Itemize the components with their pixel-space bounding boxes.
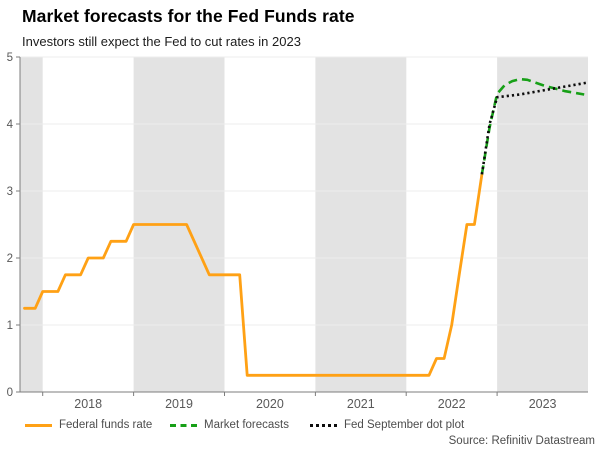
legend-item-fed-september-dot-plot: Fed September dot plot xyxy=(310,417,464,433)
x-tick-label: 2023 xyxy=(529,397,557,411)
year-shading-band xyxy=(315,57,407,392)
legend-label: Federal funds rate xyxy=(59,419,153,431)
legend-item-federal-funds-rate: Federal funds rate xyxy=(25,417,152,433)
year-shading-band xyxy=(497,57,588,392)
chart-title: Market forecasts for the Fed Funds rate xyxy=(22,6,355,26)
series-line-fed-september-dot-plot xyxy=(480,81,589,175)
x-tick-label: 2020 xyxy=(256,397,284,411)
series-line-market-forecasts xyxy=(480,77,585,175)
legend-item-market-forecasts: Market forecasts xyxy=(170,417,289,433)
y-tick-label: 4 xyxy=(7,119,14,131)
federal-funds-rate-line-swatch-icon xyxy=(25,423,52,427)
y-tick-label: 3 xyxy=(7,186,13,198)
series-line-federal-funds-rate xyxy=(23,172,484,377)
source-credit: Source: Refinitiv Datastream xyxy=(448,435,595,447)
chart-subtitle: Investors still expect the Fed to cut ra… xyxy=(22,34,301,49)
x-tick-label: 2021 xyxy=(347,397,375,411)
y-tick-label: 2 xyxy=(7,253,13,265)
year-shading-band xyxy=(20,57,43,392)
market-forecasts-line-swatch-icon xyxy=(170,423,197,427)
legend: Federal funds rate Market forecasts Fed … xyxy=(0,417,600,433)
x-tick-label: 2022 xyxy=(438,397,466,411)
y-tick-label: 1 xyxy=(7,320,13,332)
x-tick-label: 2019 xyxy=(165,397,193,411)
legend-label: Market forecasts xyxy=(204,419,289,431)
fed-september-dot-plot-line-swatch-icon xyxy=(310,423,337,427)
legend-label: Fed September dot plot xyxy=(344,419,465,431)
x-tick-label: 2018 xyxy=(74,397,102,411)
y-tick-label: 5 xyxy=(7,52,13,64)
y-tick-label: 0 xyxy=(7,387,13,399)
